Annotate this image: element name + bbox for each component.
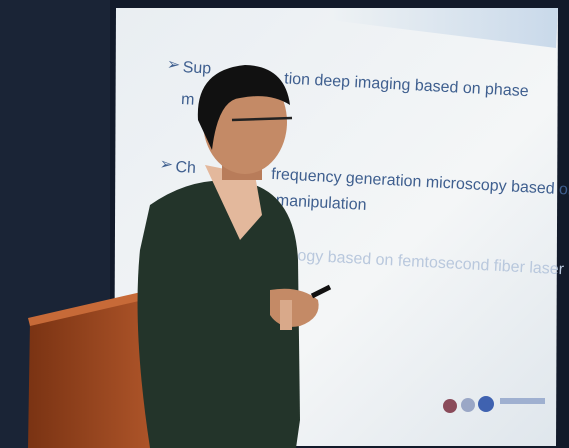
slide-line: m	[181, 91, 195, 109]
slide-line: Ch	[175, 159, 196, 177]
shirt-collar	[205, 165, 262, 240]
slide-line: Sup	[182, 59, 211, 77]
podium	[28, 292, 158, 448]
clicker	[310, 284, 332, 299]
logo-text	[500, 398, 545, 404]
sweater	[137, 180, 300, 448]
cuff	[280, 300, 292, 330]
logo	[478, 396, 494, 412]
logo	[461, 398, 475, 412]
glasses	[231, 116, 293, 122]
slide-header-band	[330, 8, 558, 48]
presenter	[137, 65, 332, 448]
podium-top	[28, 290, 152, 326]
bullet: ➢	[159, 156, 173, 174]
logo	[443, 399, 457, 413]
slide-line: manipulation	[275, 192, 366, 214]
hair	[197, 65, 290, 150]
bullet: ➢	[166, 56, 180, 74]
logos	[443, 396, 545, 413]
